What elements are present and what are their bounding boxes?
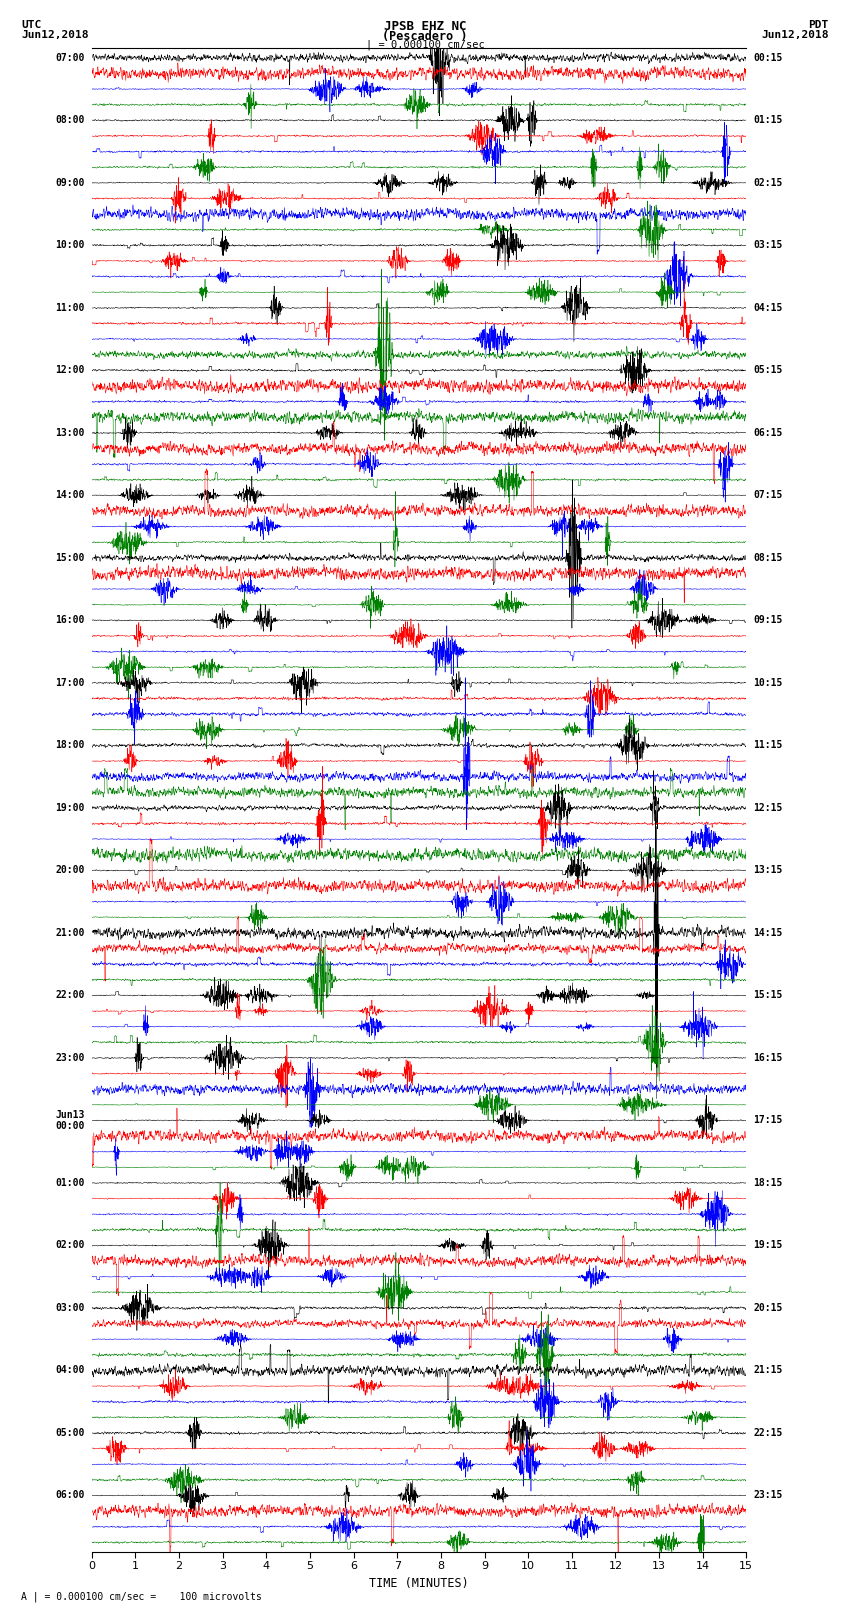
Text: 12:15: 12:15 (753, 803, 783, 813)
Text: 16:00: 16:00 (55, 615, 85, 626)
Text: 22:00: 22:00 (55, 990, 85, 1000)
Text: UTC: UTC (21, 19, 42, 31)
Text: 22:15: 22:15 (753, 1428, 783, 1437)
Text: 18:15: 18:15 (753, 1177, 783, 1187)
Text: 14:15: 14:15 (753, 927, 783, 937)
Text: Jun12,2018: Jun12,2018 (21, 31, 88, 40)
Text: 02:00: 02:00 (55, 1240, 85, 1250)
Text: 00:15: 00:15 (753, 53, 783, 63)
Text: 17:15: 17:15 (753, 1116, 783, 1126)
Text: A | = 0.000100 cm/sec =    100 microvolts: A | = 0.000100 cm/sec = 100 microvolts (21, 1590, 262, 1602)
Text: 06:00: 06:00 (55, 1490, 85, 1500)
Text: 11:00: 11:00 (55, 303, 85, 313)
Text: 08:15: 08:15 (753, 553, 783, 563)
Text: 06:15: 06:15 (753, 427, 783, 437)
Text: 07:00: 07:00 (55, 53, 85, 63)
Text: | = 0.000100 cm/sec: | = 0.000100 cm/sec (366, 39, 484, 50)
Text: 05:15: 05:15 (753, 365, 783, 376)
Text: 02:15: 02:15 (753, 177, 783, 187)
Text: 23:00: 23:00 (55, 1053, 85, 1063)
Text: 07:15: 07:15 (753, 490, 783, 500)
Text: 04:15: 04:15 (753, 303, 783, 313)
Text: JPSB EHZ NC: JPSB EHZ NC (383, 19, 467, 34)
Text: 13:15: 13:15 (753, 865, 783, 876)
Text: PDT: PDT (808, 19, 829, 31)
Text: 21:15: 21:15 (753, 1366, 783, 1376)
Text: 20:00: 20:00 (55, 865, 85, 876)
Text: (Pescadero ): (Pescadero ) (382, 31, 468, 44)
Text: 19:15: 19:15 (753, 1240, 783, 1250)
Text: 11:15: 11:15 (753, 740, 783, 750)
Text: 03:00: 03:00 (55, 1303, 85, 1313)
Text: 15:15: 15:15 (753, 990, 783, 1000)
Text: 20:15: 20:15 (753, 1303, 783, 1313)
Text: 17:00: 17:00 (55, 677, 85, 687)
Text: 14:00: 14:00 (55, 490, 85, 500)
Text: 03:15: 03:15 (753, 240, 783, 250)
Text: 04:00: 04:00 (55, 1366, 85, 1376)
Text: 12:00: 12:00 (55, 365, 85, 376)
Text: 09:00: 09:00 (55, 177, 85, 187)
Text: 05:00: 05:00 (55, 1428, 85, 1437)
Text: 15:00: 15:00 (55, 553, 85, 563)
Text: Jun12,2018: Jun12,2018 (762, 31, 829, 40)
X-axis label: TIME (MINUTES): TIME (MINUTES) (369, 1578, 469, 1590)
Text: 13:00: 13:00 (55, 427, 85, 437)
Text: 10:00: 10:00 (55, 240, 85, 250)
Text: 21:00: 21:00 (55, 927, 85, 937)
Text: 19:00: 19:00 (55, 803, 85, 813)
Text: 01:00: 01:00 (55, 1177, 85, 1187)
Text: Jun13
00:00: Jun13 00:00 (55, 1110, 85, 1131)
Text: 16:15: 16:15 (753, 1053, 783, 1063)
Text: 23:15: 23:15 (753, 1490, 783, 1500)
Text: 08:00: 08:00 (55, 115, 85, 126)
Text: 10:15: 10:15 (753, 677, 783, 687)
Text: 18:00: 18:00 (55, 740, 85, 750)
Text: 09:15: 09:15 (753, 615, 783, 626)
Text: 01:15: 01:15 (753, 115, 783, 126)
